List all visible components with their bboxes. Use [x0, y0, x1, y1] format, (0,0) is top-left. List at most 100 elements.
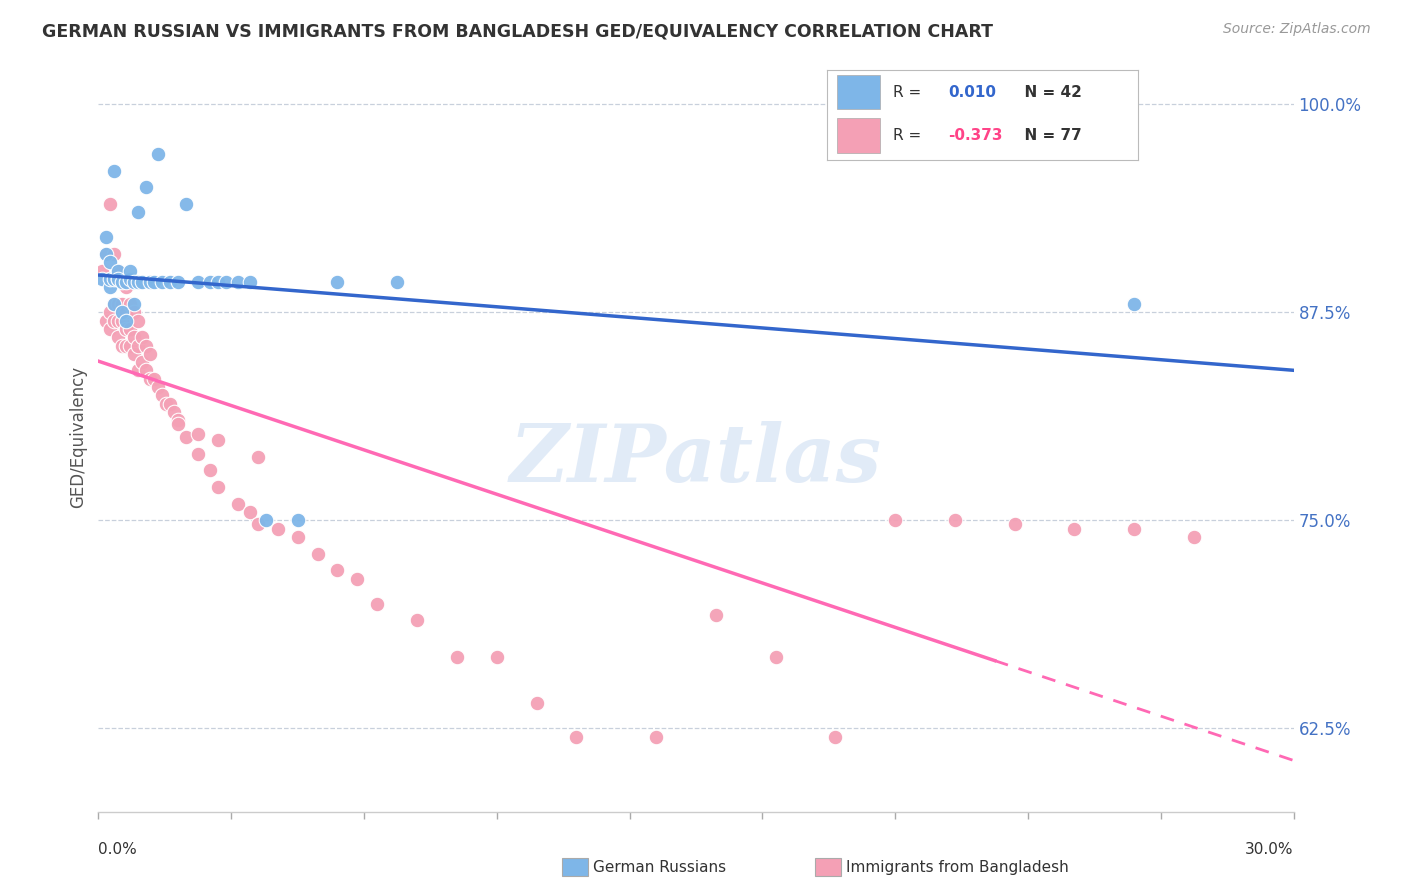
- Point: [103, 247, 125, 261]
- Point: [139, 347, 162, 361]
- Text: Source: ZipAtlas.com: Source: ZipAtlas.com: [1223, 22, 1371, 37]
- Point: [127, 275, 149, 289]
- Point: [111, 305, 134, 319]
- Point: [239, 275, 262, 289]
- Point: [239, 505, 262, 519]
- Point: [124, 297, 146, 311]
- Point: [226, 497, 249, 511]
- Point: [366, 597, 388, 611]
- Point: [98, 272, 122, 286]
- Point: [150, 275, 173, 289]
- Point: [127, 205, 149, 219]
- Point: [824, 730, 846, 744]
- Point: [167, 275, 190, 289]
- Point: [1004, 516, 1026, 531]
- Point: [120, 272, 142, 286]
- Point: [96, 247, 118, 261]
- Point: [198, 463, 221, 477]
- Point: [446, 649, 468, 664]
- Point: [107, 330, 129, 344]
- Text: Immigrants from Bangladesh: Immigrants from Bangladesh: [846, 860, 1069, 874]
- Point: [98, 272, 122, 286]
- Point: [943, 513, 966, 527]
- Point: [704, 608, 727, 623]
- Point: [207, 480, 229, 494]
- Point: [287, 513, 309, 527]
- Point: [406, 613, 429, 627]
- Point: [226, 275, 249, 289]
- Point: [131, 355, 153, 369]
- Point: [485, 649, 508, 664]
- Point: [124, 330, 146, 344]
- Point: [346, 572, 368, 586]
- Point: [187, 426, 209, 441]
- Point: [111, 297, 134, 311]
- Y-axis label: GED/Equivalency: GED/Equivalency: [69, 366, 87, 508]
- Point: [131, 330, 153, 344]
- Point: [526, 697, 548, 711]
- Point: [103, 297, 125, 311]
- Point: [124, 275, 146, 289]
- Point: [98, 305, 122, 319]
- Point: [326, 275, 349, 289]
- Point: [246, 450, 269, 464]
- Point: [207, 275, 229, 289]
- Point: [326, 563, 349, 577]
- Point: [120, 263, 142, 277]
- Point: [98, 280, 122, 294]
- Point: [127, 338, 149, 352]
- Point: [98, 197, 122, 211]
- Point: [107, 313, 129, 327]
- Point: [163, 405, 186, 419]
- Point: [159, 397, 181, 411]
- Point: [115, 280, 138, 294]
- Point: [103, 313, 125, 327]
- Point: [135, 363, 157, 377]
- Point: [884, 513, 907, 527]
- Text: 30.0%: 30.0%: [1246, 842, 1294, 856]
- Point: [148, 147, 170, 161]
- Point: [1123, 297, 1146, 311]
- Point: [103, 163, 125, 178]
- Point: [91, 272, 114, 286]
- Point: [139, 275, 162, 289]
- Point: [111, 313, 134, 327]
- Point: [96, 247, 118, 261]
- Point: [143, 372, 166, 386]
- Point: [103, 297, 125, 311]
- Point: [1063, 522, 1085, 536]
- Point: [107, 272, 129, 286]
- Point: [98, 255, 122, 269]
- Point: [135, 180, 157, 194]
- Point: [150, 388, 173, 402]
- Point: [307, 547, 329, 561]
- Text: GERMAN RUSSIAN VS IMMIGRANTS FROM BANGLADESH GED/EQUIVALENCY CORRELATION CHART: GERMAN RUSSIAN VS IMMIGRANTS FROM BANGLA…: [42, 22, 993, 40]
- Point: [159, 275, 181, 289]
- Point: [111, 275, 134, 289]
- Point: [98, 322, 122, 336]
- Point: [143, 275, 166, 289]
- Point: [124, 347, 146, 361]
- Point: [103, 272, 125, 286]
- Point: [115, 322, 138, 336]
- Point: [127, 313, 149, 327]
- Point: [107, 297, 129, 311]
- Point: [174, 430, 197, 444]
- Point: [207, 434, 229, 448]
- Point: [155, 397, 177, 411]
- Point: [115, 338, 138, 352]
- Point: [111, 338, 134, 352]
- Point: [120, 338, 142, 352]
- Point: [385, 275, 409, 289]
- Point: [198, 275, 221, 289]
- Text: German Russians: German Russians: [593, 860, 727, 874]
- Point: [765, 649, 787, 664]
- Point: [115, 305, 138, 319]
- Point: [124, 305, 146, 319]
- Point: [267, 522, 290, 536]
- Point: [96, 230, 118, 244]
- Point: [111, 272, 134, 286]
- Point: [187, 275, 209, 289]
- Point: [96, 313, 118, 327]
- Point: [167, 413, 190, 427]
